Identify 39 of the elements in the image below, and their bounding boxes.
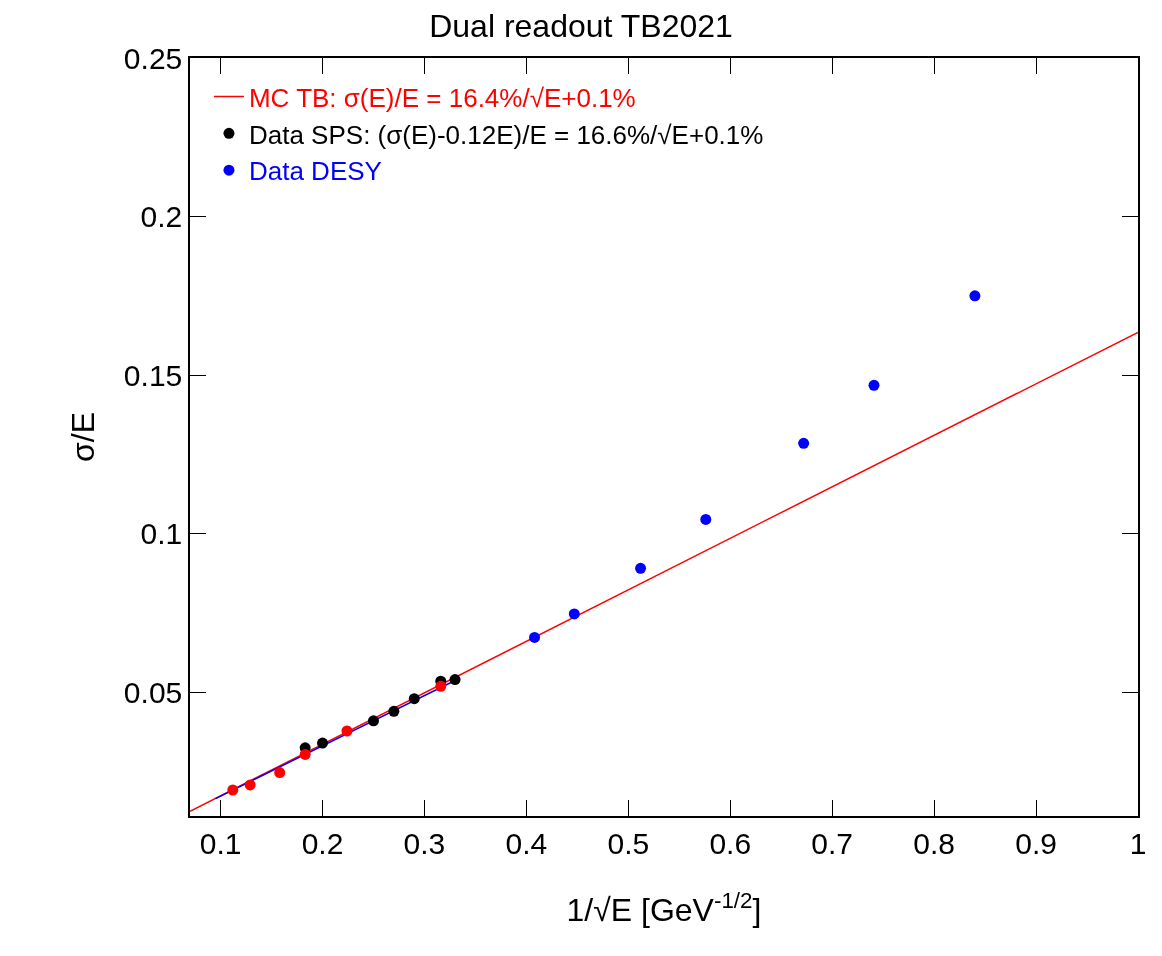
point xyxy=(341,725,353,737)
chart-title: Dual readout TB2021 xyxy=(429,7,733,44)
x-tick-label: 0.6 xyxy=(709,826,752,860)
point xyxy=(435,680,447,692)
x-tick-label: 0.3 xyxy=(403,826,446,860)
x-tick-label: 0.5 xyxy=(607,826,650,860)
legend-label: Data DESY xyxy=(248,156,382,187)
point xyxy=(299,748,311,760)
point xyxy=(388,705,400,717)
y-tick-label: 0.15 xyxy=(123,358,183,392)
x-tick-label: 0.8 xyxy=(913,826,955,860)
point xyxy=(367,715,379,727)
x-tick-label: 1 xyxy=(1129,826,1147,860)
x-tick-label: 0.9 xyxy=(1015,826,1057,860)
y-tick-label: 0.2 xyxy=(140,200,183,234)
x-tick-label: 0.2 xyxy=(301,826,344,860)
legend-label: Data SPS: (σ(E)-0.12E)/E = 16.6%/√E+0.1% xyxy=(248,119,764,150)
point xyxy=(274,767,286,779)
y-tick-label: 0.1 xyxy=(140,517,183,551)
y-tick-label: 0.25 xyxy=(123,41,183,75)
x-axis-title: 1/√E [GeV$^{-1/2}$] xyxy=(566,887,762,929)
x-tick-label: 0.4 xyxy=(505,826,548,860)
point xyxy=(317,737,329,749)
y-tick-label: 0.05 xyxy=(123,675,183,709)
point xyxy=(449,674,461,686)
point xyxy=(798,437,810,449)
legend-label: MC TB: σ(E)/E = 16.4%/√E+0.1% xyxy=(248,82,636,113)
point xyxy=(227,784,239,796)
x-tick-label: 0.7 xyxy=(811,826,854,860)
point xyxy=(244,779,256,791)
point xyxy=(408,693,420,705)
x-tick-label: 0.1 xyxy=(199,826,242,860)
point xyxy=(635,562,647,574)
y-axis-title: σ/E xyxy=(64,412,101,462)
point xyxy=(700,513,712,525)
point xyxy=(529,631,541,643)
point xyxy=(868,379,880,391)
point xyxy=(969,290,981,302)
point xyxy=(568,608,580,620)
